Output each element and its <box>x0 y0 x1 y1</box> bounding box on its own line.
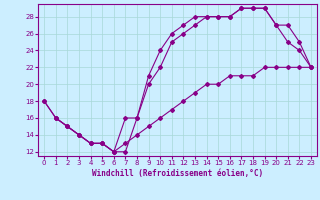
X-axis label: Windchill (Refroidissement éolien,°C): Windchill (Refroidissement éolien,°C) <box>92 169 263 178</box>
